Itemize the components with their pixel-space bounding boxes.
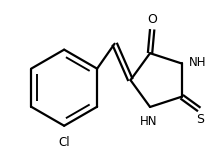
Text: HN: HN — [140, 115, 158, 128]
Text: O: O — [147, 13, 157, 26]
Text: Cl: Cl — [58, 136, 70, 149]
Text: S: S — [196, 113, 204, 126]
Text: NH: NH — [189, 56, 207, 69]
